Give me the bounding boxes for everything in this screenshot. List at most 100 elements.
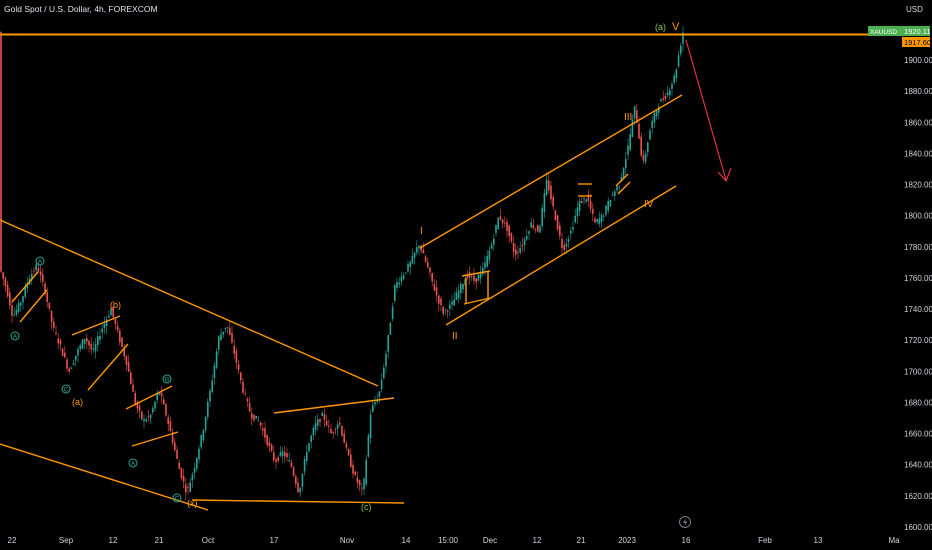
candle — [169, 416, 172, 432]
time-tick-8: 15:00 — [438, 536, 459, 545]
lightning-icon[interactable] — [679, 516, 691, 528]
candle — [508, 225, 510, 243]
candle — [655, 109, 658, 120]
candle — [539, 223, 541, 234]
projection-arrow[interactable] — [685, 39, 732, 183]
minor-line-4[interactable] — [87, 343, 129, 391]
candle — [534, 227, 537, 234]
time-tick-1: Sep — [59, 536, 74, 545]
candle — [644, 150, 647, 165]
minor-line-7[interactable] — [461, 270, 491, 277]
candle — [70, 366, 73, 369]
time-tick-5: 17 — [270, 536, 279, 545]
candle — [651, 115, 653, 134]
candle — [132, 378, 134, 393]
candle — [581, 195, 583, 204]
candle — [156, 389, 158, 405]
candle — [149, 413, 152, 424]
candle — [391, 302, 394, 322]
candle — [488, 246, 491, 265]
candle — [378, 390, 381, 403]
candle — [314, 416, 317, 436]
candle — [398, 276, 400, 289]
candle — [110, 306, 112, 316]
candle — [585, 198, 587, 204]
candle — [556, 214, 559, 232]
wave-label-i: I — [420, 226, 423, 237]
candle — [152, 405, 154, 415]
candle — [369, 409, 372, 444]
candle — [477, 273, 480, 281]
candle — [519, 241, 521, 255]
candle — [121, 336, 123, 349]
candle — [50, 310, 53, 330]
candle — [433, 278, 436, 292]
minor-line-1[interactable] — [11, 271, 39, 303]
candle — [15, 304, 18, 318]
price-tick-10: 1700.00 — [904, 367, 932, 376]
line-price-badge — [902, 37, 930, 47]
descending-channel-upper[interactable] — [0, 219, 379, 387]
rising-channel-lower[interactable] — [445, 185, 677, 326]
candle — [233, 338, 235, 360]
triangle-upper[interactable] — [273, 397, 395, 414]
candle — [130, 369, 132, 385]
candle — [345, 440, 348, 451]
time-axis[interactable]: 22 Sep 12 21 Oct 17 Nov 14 15:00 Dec 12 21 2023 16 Feb… — [8, 536, 901, 545]
candle — [266, 434, 268, 448]
candle — [136, 399, 139, 414]
candle — [383, 364, 385, 380]
candle — [475, 277, 477, 290]
candle — [99, 328, 101, 344]
time-tick-3: 21 — [155, 536, 164, 545]
candle — [468, 266, 471, 285]
candle — [297, 477, 299, 494]
rising-channel-upper[interactable] — [419, 94, 683, 249]
candle — [460, 281, 462, 300]
candle — [332, 430, 334, 439]
candle — [83, 338, 86, 349]
minor-line-14[interactable] — [617, 181, 631, 195]
candle — [72, 359, 75, 366]
candle — [81, 338, 84, 350]
candle — [299, 487, 301, 497]
candle — [649, 128, 651, 140]
candle — [119, 327, 121, 346]
price-tick-8: 1740.00 — [904, 305, 932, 314]
last-price-badge — [902, 26, 930, 36]
minor-line-5[interactable] — [125, 385, 173, 410]
candle — [268, 437, 271, 453]
minor-line-2[interactable] — [19, 289, 48, 323]
candle — [356, 471, 359, 489]
candle — [127, 355, 130, 373]
time-tick-4: Oct — [202, 536, 215, 545]
candle — [416, 240, 418, 256]
candle — [658, 103, 660, 120]
price-tick-2: 1860.00 — [904, 118, 932, 127]
candle — [231, 325, 233, 345]
candle — [86, 333, 88, 349]
minor-line-6[interactable] — [131, 431, 179, 447]
candle — [603, 213, 605, 221]
candle — [57, 333, 59, 349]
candle — [145, 416, 147, 423]
triangle-lower[interactable] — [191, 499, 405, 504]
candle — [400, 271, 403, 286]
candle — [598, 211, 601, 228]
price-axis[interactable]: USD 1900.00 1880.00 1860.00 1840.00 1820.00 1… — [868, 5, 932, 532]
candle — [165, 402, 167, 418]
minor-line-3[interactable] — [71, 315, 121, 336]
candle — [147, 409, 150, 422]
candle — [385, 350, 387, 374]
minor-line-13[interactable] — [615, 173, 629, 187]
candle — [640, 132, 642, 158]
circled-label-c-left: C — [64, 387, 69, 394]
candle — [17, 299, 20, 314]
candle — [198, 444, 200, 464]
candle — [237, 359, 240, 375]
candle — [501, 219, 504, 229]
candle — [108, 310, 110, 319]
price-tick-7: 1760.00 — [904, 274, 932, 283]
minor-line-8[interactable] — [463, 297, 491, 305]
